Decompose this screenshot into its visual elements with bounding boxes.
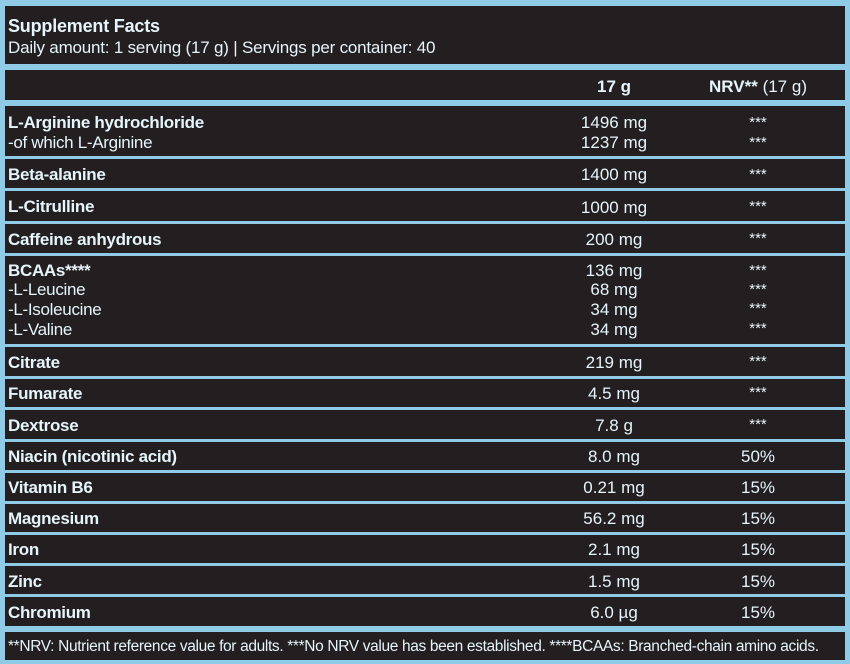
row-nrv: 15% bbox=[740, 478, 776, 497]
row-amount: 219 mg bbox=[585, 353, 643, 372]
row-nrv: 15% bbox=[740, 509, 776, 528]
nrv-header-serving: (17 g) bbox=[757, 77, 807, 96]
row-name: L-Citrulline bbox=[8, 197, 95, 216]
row-name: Magnesium bbox=[8, 509, 99, 528]
table-bottom-divider bbox=[5, 626, 845, 632]
row-nrv: *** bbox=[749, 114, 767, 131]
row-name: Vitamin B6 bbox=[8, 478, 93, 497]
row-amount: 1237 mg bbox=[580, 133, 648, 152]
row-name: Beta-alanine bbox=[8, 165, 106, 184]
nrv-header-bold: NRV** bbox=[709, 77, 758, 96]
row-nrv: *** bbox=[749, 230, 767, 247]
row-divider bbox=[5, 221, 845, 224]
row-name: Zinc bbox=[8, 572, 42, 591]
row-name: L-Arginine hydrochloride bbox=[8, 113, 204, 132]
row-nrv: *** bbox=[749, 198, 767, 215]
row-nrv: *** bbox=[749, 384, 767, 401]
row-name: Dextrose bbox=[8, 416, 79, 435]
row-amount: 68 mg bbox=[590, 280, 638, 299]
row-nrv: 15% bbox=[740, 603, 776, 622]
row-amount: 1000 mg bbox=[580, 198, 648, 217]
row-nrv: *** bbox=[749, 166, 767, 183]
row-name: -L-Isoleucine bbox=[8, 300, 102, 319]
row-amount: 0.21 mg bbox=[583, 478, 645, 497]
row-amount: 7.8 g bbox=[595, 416, 633, 435]
row-divider bbox=[5, 501, 845, 504]
row-name: Niacin (nicotinic acid) bbox=[8, 447, 177, 466]
nrv-column-header: NRV** (17 g) bbox=[698, 77, 818, 97]
row-amount: 8.0 mg bbox=[588, 447, 640, 466]
row-nrv: 50% bbox=[740, 447, 776, 466]
row-amount: 200 mg bbox=[585, 230, 643, 249]
row-name: -of which L-Arginine bbox=[8, 133, 153, 152]
row-divider bbox=[5, 376, 845, 379]
row-nrv: *** bbox=[749, 320, 767, 337]
row-divider bbox=[5, 344, 845, 347]
row-divider bbox=[5, 253, 845, 256]
row-amount: 1496 mg bbox=[580, 113, 648, 132]
row-divider bbox=[5, 470, 845, 473]
row-divider bbox=[5, 594, 845, 597]
row-amount: 1400 mg bbox=[580, 165, 648, 184]
row-nrv: 15% bbox=[740, 572, 776, 591]
row-name: Caffeine anhydrous bbox=[8, 230, 162, 249]
row-amount: 1.5 mg bbox=[588, 572, 640, 591]
row-amount: 6.0 µg bbox=[590, 603, 638, 622]
row-nrv: *** bbox=[749, 134, 767, 151]
row-divider bbox=[5, 439, 845, 442]
row-nrv: *** bbox=[749, 416, 767, 433]
row-amount: 2.1 mg bbox=[588, 540, 640, 559]
serving-info: Daily amount: 1 serving (17 g) | Serving… bbox=[8, 38, 436, 57]
row-amount: 136 mg bbox=[585, 261, 643, 280]
row-amount: 4.5 mg bbox=[588, 384, 640, 403]
row-name: Chromium bbox=[8, 603, 91, 622]
amount-column-header: 17 g bbox=[596, 77, 632, 96]
row-name: Fumarate bbox=[8, 384, 83, 403]
row-divider bbox=[5, 563, 845, 566]
row-divider bbox=[5, 188, 845, 191]
row-name: BCAAs**** bbox=[8, 261, 91, 280]
row-divider bbox=[5, 532, 845, 535]
row-nrv: 15% bbox=[740, 540, 776, 559]
header-divider bbox=[5, 64, 845, 70]
row-nrv: *** bbox=[749, 262, 767, 279]
row-amount: 56.2 mg bbox=[583, 509, 645, 528]
table-top-divider bbox=[5, 100, 845, 106]
row-name: -L-Valine bbox=[8, 320, 73, 339]
label-title: Supplement Facts bbox=[8, 16, 160, 36]
row-nrv: *** bbox=[749, 353, 767, 370]
row-name: -L-Leucine bbox=[8, 280, 86, 299]
row-name: Citrate bbox=[8, 353, 60, 372]
row-divider bbox=[5, 407, 845, 410]
footnote: **NRV: Nutrient reference value for adul… bbox=[8, 638, 819, 655]
row-amount: 34 mg bbox=[590, 320, 638, 339]
row-divider bbox=[5, 156, 845, 159]
row-nrv: *** bbox=[749, 281, 767, 298]
row-nrv: *** bbox=[749, 300, 767, 317]
row-name: Iron bbox=[8, 540, 39, 559]
row-amount: 34 mg bbox=[590, 300, 638, 319]
